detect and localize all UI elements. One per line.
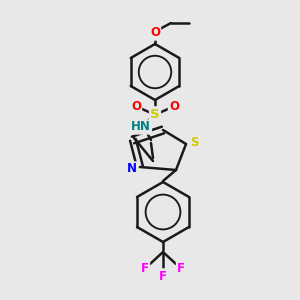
Text: S: S: [190, 136, 198, 148]
Text: HN: HN: [131, 121, 151, 134]
Text: F: F: [141, 262, 149, 275]
Text: N: N: [127, 163, 137, 176]
Text: O: O: [131, 100, 141, 113]
Text: S: S: [150, 107, 160, 121]
Text: F: F: [177, 262, 185, 275]
Text: O: O: [150, 26, 160, 40]
Text: O: O: [169, 100, 179, 113]
Text: F: F: [159, 269, 167, 283]
